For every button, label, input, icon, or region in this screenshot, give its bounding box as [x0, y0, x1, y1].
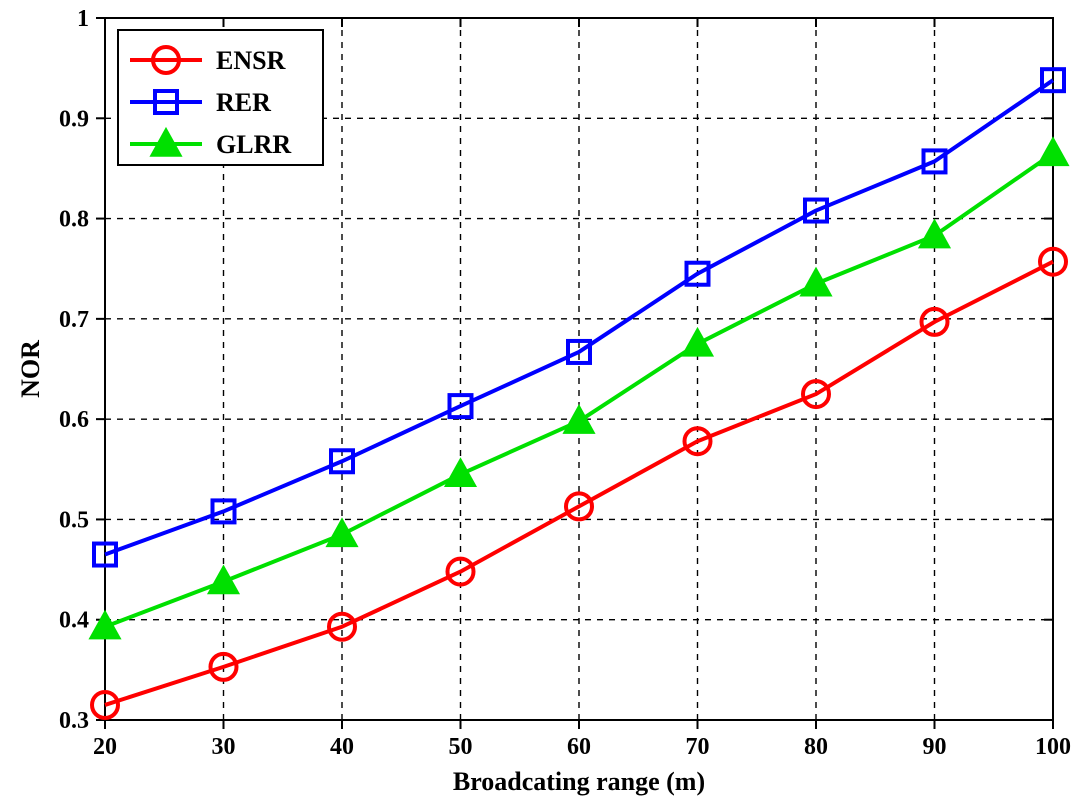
x-tick-label: 30	[212, 734, 236, 760]
x-tick-label: 60	[567, 734, 591, 760]
x-tick-label: 100	[1035, 734, 1071, 760]
y-tick-label: 0.4	[59, 608, 89, 634]
chart-svg: 20 30 40 50 60 70 80 90 100 0.3 0.4 0.5 0.6 0.7 0.8 0.9…	[0, 0, 1073, 812]
legend: ENSR RER GLRR	[118, 30, 323, 165]
legend-label: ENSR	[216, 46, 286, 75]
x-tick-label: 90	[923, 734, 947, 760]
nor-chart: 20 30 40 50 60 70 80 90 100 0.3 0.4 0.5 0.6 0.7 0.8 0.9…	[0, 0, 1073, 812]
legend-label: RER	[216, 88, 271, 117]
y-tick-label: 0.8	[59, 207, 89, 233]
x-tick-label: 20	[93, 734, 117, 760]
y-tick-label: 0.5	[59, 507, 89, 533]
x-tick-label: 70	[686, 734, 710, 760]
y-tick-label: 0.7	[59, 307, 89, 333]
x-tick-label: 50	[449, 734, 473, 760]
x-axis-label: Broadcating range (m)	[453, 767, 705, 796]
x-tick-label: 40	[330, 734, 354, 760]
legend-label: GLRR	[216, 130, 291, 159]
y-tick-label: 0.9	[59, 106, 89, 132]
x-tick-label: 80	[804, 734, 828, 760]
y-tick-label: 0.3	[59, 708, 89, 734]
y-tick-label: 1	[77, 6, 89, 32]
y-tick-label: 0.6	[59, 407, 89, 433]
y-axis-label: NOR	[16, 340, 45, 398]
